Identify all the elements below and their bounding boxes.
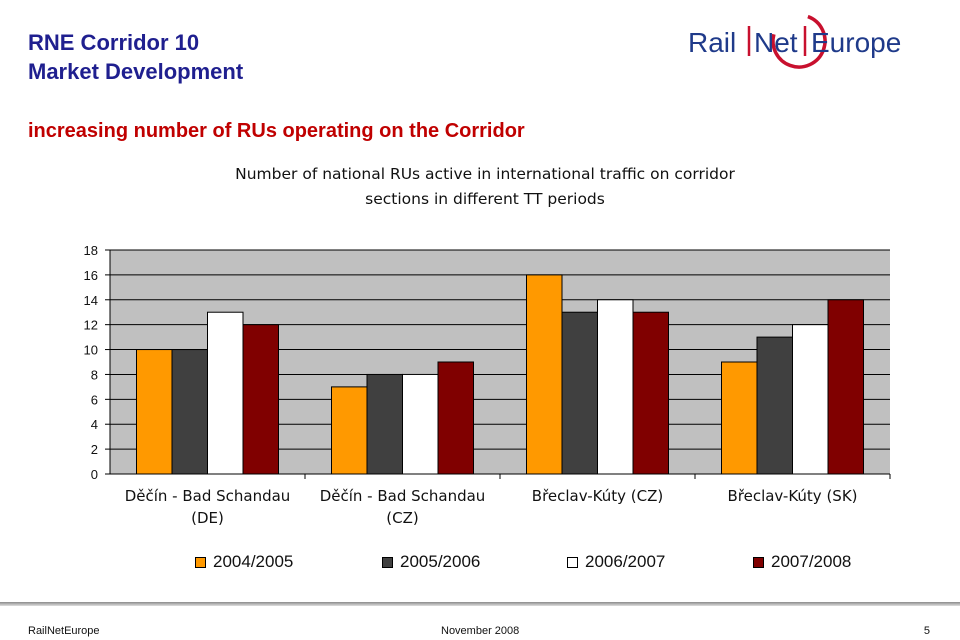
bar-3-2 — [792, 324, 829, 475]
legend-item-1: 2005/2006 — [382, 552, 480, 572]
bar-0-2 — [207, 311, 244, 475]
category-label-3-0: Břeclav-Kúty (SK) — [727, 487, 857, 505]
bar-1-2 — [402, 373, 439, 475]
ytick-label-14: 14 — [84, 293, 98, 308]
category-label-1-1: (CZ) — [386, 509, 418, 527]
bar-2-2 — [597, 299, 634, 475]
bar-chart: 0 2 4 6 8 10 12 14 16 18 Děčín - Bad Schandau (DE) D… — [84, 243, 891, 527]
chart-title: Number of national RUs active in interna… — [140, 162, 830, 212]
bar-0-1 — [171, 349, 208, 475]
bar-3-3 — [827, 299, 864, 475]
logo-text-europe: Europe — [811, 27, 901, 58]
category-label-1-0: Děčín - Bad Schandau — [320, 487, 486, 505]
bar-0-3 — [242, 324, 279, 475]
legend-label-3: 2007/2008 — [771, 552, 852, 571]
ytick-label-16: 16 — [84, 268, 98, 283]
bar-1-1 — [366, 373, 403, 475]
slide-subtitle: increasing number of RUs operating on th… — [28, 120, 525, 142]
title-line-2: Market Development — [28, 59, 244, 84]
title-line-1: RNE Corridor 10 — [28, 30, 200, 55]
bar-2-0 — [526, 274, 563, 475]
footer-organisation: RailNetEurope — [28, 625, 100, 637]
bar-3-1 — [756, 336, 793, 475]
bar-3-0 — [721, 361, 758, 475]
ytick-label-18: 18 — [84, 243, 98, 258]
ytick-label-0: 0 — [91, 467, 98, 482]
footer-divider — [0, 602, 960, 606]
ytick-label-8: 8 — [91, 367, 98, 382]
category-label-0-0: Děčín - Bad Schandau — [125, 487, 291, 505]
chart-title-line-2: sections in different TT periods — [365, 190, 605, 208]
legend-swatch-3 — [753, 556, 764, 568]
bar-1-0 — [331, 386, 368, 475]
page-number: 5 — [923, 625, 930, 637]
legend-item-0: 2004/2005 — [195, 552, 293, 572]
ytick-label-2: 2 — [91, 442, 98, 457]
chart-title-line-1: Number of national RUs active in interna… — [235, 165, 735, 183]
ytick-label-10: 10 — [84, 343, 98, 358]
legend-label-0: 2004/2005 — [213, 552, 294, 571]
bar-2-1 — [561, 311, 598, 475]
legend-swatch-0 — [195, 556, 206, 568]
header-title: RNE Corridor 10 Market Development — [28, 28, 243, 86]
legend-swatch-1 — [382, 556, 393, 568]
legend-swatch-2 — [567, 556, 578, 568]
railneteurope-logo: Rail Net Europe — [688, 13, 901, 69]
ytick-label-6: 6 — [91, 392, 98, 407]
category-label-2-0: Břeclav-Kúty (CZ) — [532, 487, 663, 505]
category-label-0-1: (DE) — [191, 509, 224, 527]
bar-1-3 — [437, 361, 474, 475]
legend-item-3: 2007/2008 — [753, 552, 851, 572]
legend-label-2: 2006/2007 — [585, 552, 666, 571]
footer-date: November 2008 — [441, 625, 520, 637]
ytick-label-12: 12 — [84, 318, 98, 333]
legend-label-1: 2005/2006 — [400, 552, 481, 571]
bar-0-0 — [136, 349, 173, 475]
logo-text-rail: Rail — [688, 27, 736, 58]
logo-text-net: Net — [754, 27, 798, 58]
bar-2-3 — [632, 311, 669, 475]
ytick-label-4: 4 — [91, 417, 98, 432]
chart-legend: 2004/2005 2005/2006 2006/2007 2007/2008 — [195, 552, 875, 576]
legend-item-2: 2006/2007 — [567, 552, 665, 572]
